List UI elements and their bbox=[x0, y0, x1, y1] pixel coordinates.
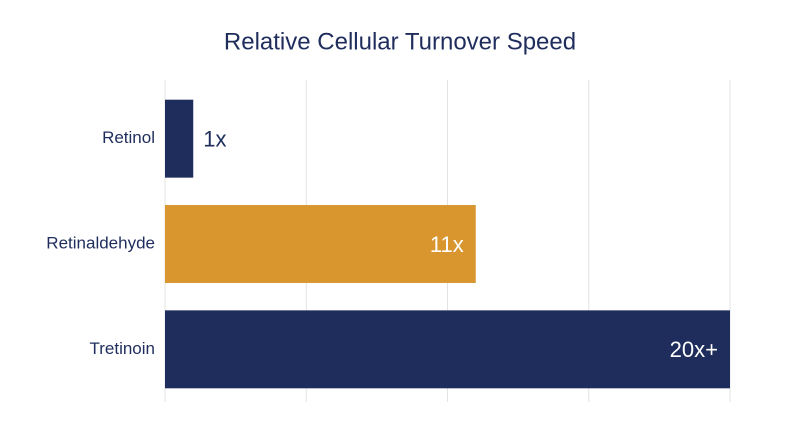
y-tick-label: Retinol bbox=[102, 128, 155, 147]
bar bbox=[165, 310, 730, 389]
bar bbox=[165, 99, 194, 178]
y-tick-label: Retinaldehyde bbox=[46, 233, 155, 252]
bar bbox=[165, 205, 476, 283]
value-label: 1x bbox=[203, 126, 226, 151]
y-tick-label: Tretinoin bbox=[89, 339, 155, 358]
value-label: 11x bbox=[430, 232, 464, 257]
chart-title: Relative Cellular Turnover Speed bbox=[224, 28, 576, 55]
value-label: 20x+ bbox=[670, 337, 718, 362]
